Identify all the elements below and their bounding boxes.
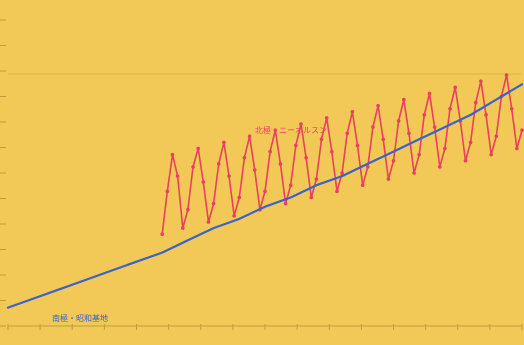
series-point-0 <box>294 143 298 148</box>
series-point-0 <box>252 168 257 172</box>
series-point-0 <box>463 158 468 163</box>
series-point-0 <box>165 189 170 194</box>
series-point-0 <box>520 128 524 132</box>
series-point-0 <box>417 152 422 157</box>
series-point-0 <box>360 183 365 188</box>
series-point-0 <box>427 91 432 96</box>
series-line-1 <box>6 83 524 309</box>
series-point-0 <box>340 171 344 175</box>
series-point-0 <box>468 140 473 145</box>
series-point-0 <box>515 146 519 151</box>
series-point-0 <box>191 165 195 169</box>
series-point-0 <box>386 177 391 181</box>
series-layer <box>6 73 524 309</box>
series-point-0 <box>247 134 252 139</box>
series-point-0 <box>196 146 200 151</box>
series-point-0 <box>216 162 221 166</box>
series-point-0 <box>222 140 226 145</box>
series-point-0 <box>186 207 190 212</box>
series-point-0 <box>273 128 278 132</box>
series-point-0 <box>170 152 175 157</box>
series-point-0 <box>422 113 427 117</box>
series-label-1: 南極・昭和基地 <box>52 313 108 323</box>
series-point-0 <box>371 125 375 129</box>
axis-layer <box>0 19 523 330</box>
series-point-0 <box>381 137 386 142</box>
series-point-0 <box>227 174 231 178</box>
series-point-0 <box>160 232 164 236</box>
series-point-0 <box>376 103 380 108</box>
series-point-0 <box>299 122 303 126</box>
series-point-0 <box>391 158 396 163</box>
series-point-0 <box>494 134 499 139</box>
series-point-0 <box>396 119 401 123</box>
series-point-0 <box>232 214 236 218</box>
series-point-0 <box>473 100 478 105</box>
series-point-0 <box>201 180 206 184</box>
series-point-0 <box>175 174 180 178</box>
series-point-0 <box>401 97 406 102</box>
series-point-0 <box>268 149 272 154</box>
series-point-0 <box>366 165 370 169</box>
series-point-0 <box>443 146 447 151</box>
series-point-0 <box>453 85 457 90</box>
series-point-0 <box>509 106 514 111</box>
series-point-0 <box>304 155 308 160</box>
series-point-0 <box>309 195 314 200</box>
series-point-0 <box>314 177 319 181</box>
series-point-0 <box>211 201 216 206</box>
series-point-0 <box>263 189 267 194</box>
series-point-0 <box>407 131 411 136</box>
series-point-0 <box>330 149 334 154</box>
series-point-0 <box>355 143 360 148</box>
series-line-0 <box>161 74 523 235</box>
series-point-0 <box>324 116 329 120</box>
series-point-0 <box>278 162 283 166</box>
series-point-0 <box>432 125 437 129</box>
series-point-0 <box>319 137 324 142</box>
series-point-0 <box>206 220 211 224</box>
series-point-0 <box>335 189 339 194</box>
series-point-0 <box>437 165 442 169</box>
series-point-0 <box>448 106 452 111</box>
series-point-0 <box>412 171 416 175</box>
series-point-0 <box>180 226 185 230</box>
series-point-0 <box>288 183 293 188</box>
series-point-0 <box>504 73 509 77</box>
series-point-0 <box>489 152 493 157</box>
series-point-0 <box>350 110 355 114</box>
series-point-0 <box>237 195 242 200</box>
series-point-0 <box>283 201 288 206</box>
series-point-0 <box>479 79 483 83</box>
series-point-0 <box>484 113 488 117</box>
series-point-0 <box>242 155 247 160</box>
series-label-0: 北極・ニーオルスン <box>255 125 327 135</box>
series-point-0 <box>345 131 350 136</box>
